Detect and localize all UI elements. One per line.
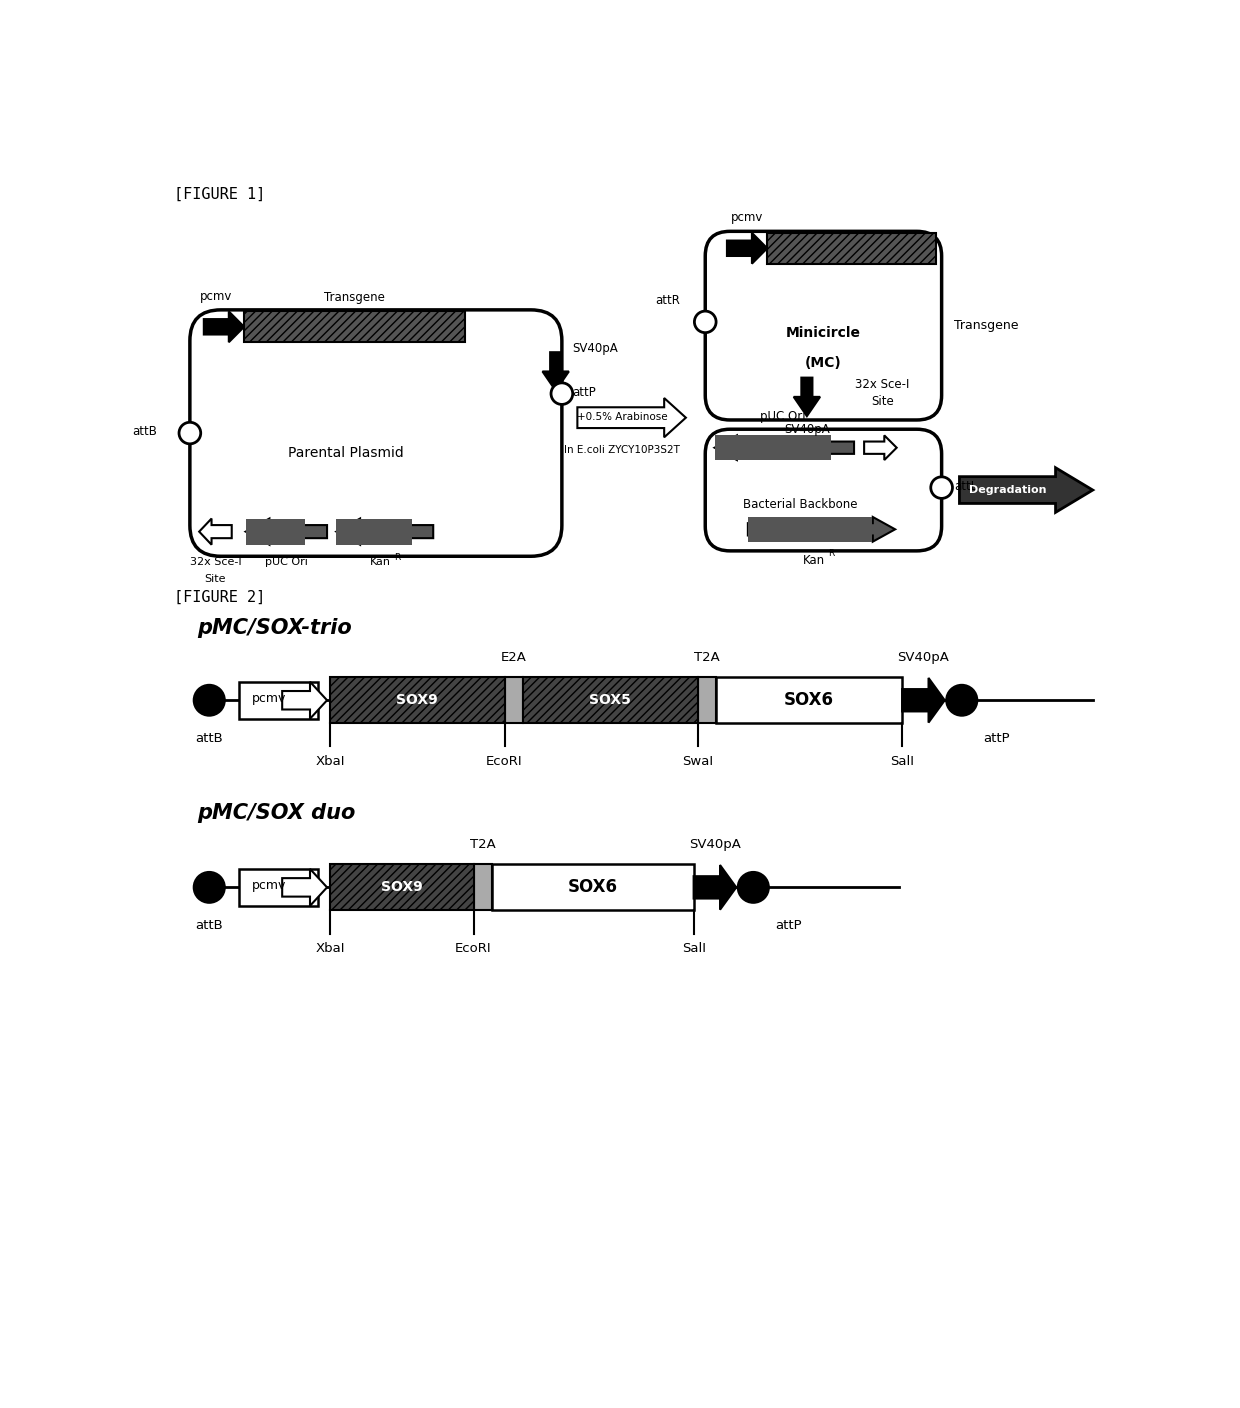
Text: Transgene: Transgene (324, 291, 384, 304)
Text: SOX6: SOX6 (784, 691, 835, 710)
Text: pMC/SOX duo: pMC/SOX duo (197, 803, 356, 822)
Text: attR: attR (656, 294, 681, 307)
Bar (505, 677, 523, 724)
Bar (238, 869, 317, 905)
Text: SalI: SalI (682, 942, 706, 956)
Text: E2A: E2A (501, 650, 527, 663)
Polygon shape (903, 677, 945, 722)
Text: SalI: SalI (890, 755, 914, 769)
Text: SOX9: SOX9 (381, 880, 423, 894)
Bar (474, 865, 492, 911)
Text: attB: attB (133, 425, 157, 438)
Bar (748, 517, 872, 542)
Text: pcmv: pcmv (730, 211, 764, 224)
Polygon shape (960, 467, 1092, 513)
Text: SOX6: SOX6 (568, 879, 618, 897)
Bar (697, 677, 717, 724)
Circle shape (738, 872, 769, 903)
Polygon shape (748, 517, 895, 542)
Text: XbaI: XbaI (315, 942, 345, 956)
Text: R: R (828, 549, 835, 559)
Text: SOX9: SOX9 (397, 693, 438, 707)
Polygon shape (578, 398, 686, 438)
Bar (244, 311, 465, 342)
Text: Site: Site (872, 396, 894, 408)
Text: attL: attL (954, 480, 977, 493)
Text: [FIGURE 1]: [FIGURE 1] (175, 187, 265, 201)
Bar (492, 865, 693, 911)
Text: SOX5: SOX5 (589, 693, 631, 707)
Bar (717, 677, 903, 724)
Polygon shape (200, 518, 232, 545)
Text: [FIGURE 2]: [FIGURE 2] (175, 590, 265, 604)
Text: pUC Ori: pUC Ori (265, 558, 308, 567)
Text: Parental Plasmid: Parental Plasmid (288, 446, 404, 460)
Polygon shape (336, 518, 433, 545)
Circle shape (179, 422, 201, 444)
Bar (714, 435, 831, 460)
Text: Kan: Kan (370, 558, 391, 567)
Circle shape (193, 872, 224, 903)
Text: 32x Sce-I: 32x Sce-I (190, 558, 242, 567)
Polygon shape (246, 518, 327, 545)
Text: T2A: T2A (470, 838, 496, 850)
Polygon shape (283, 681, 327, 718)
Text: Kan: Kan (804, 553, 825, 566)
Text: Minicircle: Minicircle (786, 327, 861, 341)
Circle shape (694, 311, 717, 332)
Text: attB: attB (196, 919, 223, 932)
Text: pUC Ori: pUC Ori (760, 410, 806, 424)
Text: attP: attP (573, 386, 596, 398)
Text: pcmv: pcmv (252, 880, 286, 893)
Text: EcoRI: EcoRI (486, 755, 523, 769)
Text: Transgene: Transgene (955, 320, 1019, 332)
Circle shape (946, 684, 977, 715)
Text: pcmv: pcmv (200, 290, 232, 303)
Text: Degradation: Degradation (968, 484, 1047, 496)
Text: SV40pA: SV40pA (784, 422, 830, 435)
Text: SV40pA: SV40pA (898, 650, 950, 663)
Polygon shape (203, 311, 244, 342)
Text: attP: attP (983, 732, 1011, 745)
Bar (768, 232, 936, 263)
Text: pcmv: pcmv (252, 693, 286, 705)
Text: +0.5% Arabinose: +0.5% Arabinose (577, 413, 667, 422)
Polygon shape (864, 435, 897, 460)
Bar (238, 681, 317, 718)
Text: EcoRI: EcoRI (455, 942, 492, 956)
Bar (246, 518, 305, 545)
Text: T2A: T2A (694, 650, 719, 663)
Circle shape (193, 684, 224, 715)
Text: (MC): (MC) (805, 356, 842, 370)
Text: In E.coli ZYCY10P3S2T: In E.coli ZYCY10P3S2T (564, 445, 681, 455)
Text: R: R (394, 552, 401, 562)
Text: SV40pA: SV40pA (573, 342, 619, 355)
Text: 32x Sce-I: 32x Sce-I (856, 379, 910, 391)
Polygon shape (543, 352, 569, 390)
Circle shape (931, 477, 952, 498)
Text: pMC/SOX-trio: pMC/SOX-trio (197, 618, 352, 638)
Polygon shape (283, 869, 327, 905)
Text: attP: attP (775, 919, 801, 932)
Polygon shape (693, 865, 737, 910)
Text: Site: Site (205, 574, 226, 584)
Bar (330, 865, 474, 911)
Bar (336, 518, 412, 545)
Text: XbaI: XbaI (315, 755, 345, 769)
Text: SV40pA: SV40pA (689, 838, 740, 850)
Polygon shape (727, 232, 768, 263)
Text: SwaI: SwaI (682, 755, 713, 769)
Polygon shape (794, 377, 820, 417)
Text: attB: attB (196, 732, 223, 745)
Bar (523, 677, 697, 724)
Polygon shape (714, 435, 854, 460)
Text: Bacterial Backbone: Bacterial Backbone (743, 498, 857, 511)
Circle shape (551, 383, 573, 404)
Bar (330, 677, 505, 724)
